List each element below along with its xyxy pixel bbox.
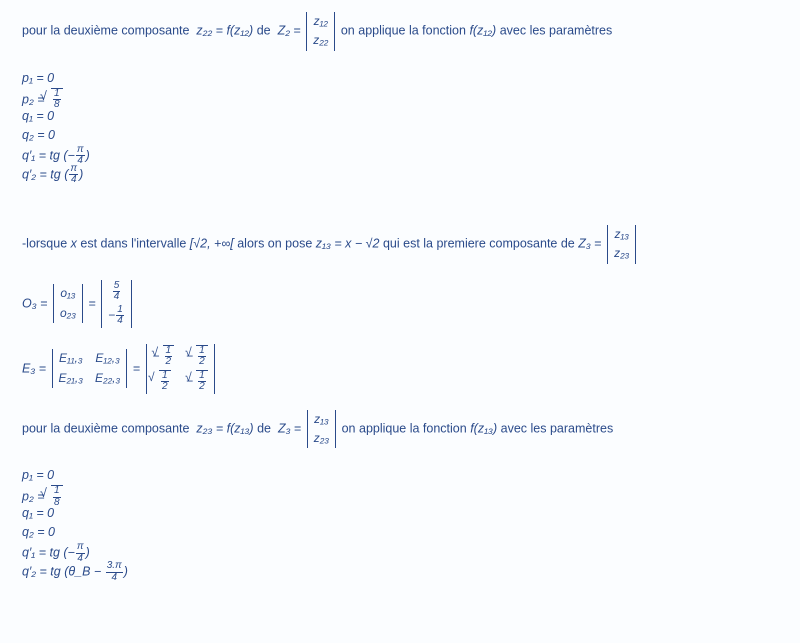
text: on applique la fonction bbox=[341, 24, 466, 38]
block1-line: pour la deuxième composante z₂₂ = f(z₁₂)… bbox=[22, 12, 784, 51]
params1: p₁ = 0 p₂ = 18 q₁ = 0 q₂ = 0 q′₁ = tg (−… bbox=[22, 69, 784, 183]
text: qui est la premiere composante de bbox=[383, 236, 575, 250]
x-var: x bbox=[71, 236, 77, 250]
block3-line: pour la deuxième composante z₂₃ = f(z₁₃)… bbox=[22, 410, 784, 449]
eq-z23: z₂₃ = f(z₁₃) bbox=[196, 421, 253, 435]
text: de bbox=[257, 421, 271, 435]
q1p: q′₁ = tg (−π4) bbox=[22, 145, 784, 164]
p2: p₂ = 18 bbox=[22, 485, 784, 504]
text: avec les paramètres bbox=[501, 421, 614, 435]
q2p: q′₂ = tg (θ_B − 3.π4) bbox=[22, 561, 784, 580]
q1: q₁ = 0 bbox=[22, 504, 784, 523]
p2: p₂ = 18 bbox=[22, 88, 784, 107]
q2: q₂ = 0 bbox=[22, 126, 784, 145]
matrix-Z3: z₁₃ z₂₃ bbox=[607, 225, 636, 264]
Z3-name: Z₃ bbox=[578, 236, 591, 250]
fcall: f(z₁₃) bbox=[470, 421, 497, 435]
E3-eq: E₃ = E₁₁,₃E₁₂,₃ E₂₁,₃E₂₂,₃ = −12 −12 12 … bbox=[22, 344, 784, 394]
p1: p₁ = 0 bbox=[22, 466, 784, 485]
text: on applique la fonction bbox=[342, 421, 467, 435]
text: pour la deuxième composante bbox=[22, 24, 189, 38]
q1: q₁ = 0 bbox=[22, 107, 784, 126]
text: -lorsque bbox=[22, 236, 67, 250]
q1p: q′₁ = tg (−π4) bbox=[22, 542, 784, 561]
q2: q₂ = 0 bbox=[22, 523, 784, 542]
params2: p₁ = 0 p₂ = 18 q₁ = 0 q₂ = 0 q′₁ = tg (−… bbox=[22, 466, 784, 580]
matrix-Z2: z₁₂ z₂₂ bbox=[306, 12, 335, 51]
O3-eq: O₃ = o₁₃ o₂₃ = 54 −14 bbox=[22, 280, 784, 328]
text: avec les paramètres bbox=[500, 24, 613, 38]
text: est dans l'intervalle bbox=[80, 236, 186, 250]
eq-z22: z₂₂ = f(z₁₂) bbox=[196, 24, 253, 38]
p1: p₁ = 0 bbox=[22, 69, 784, 88]
math-document: pour la deuxième composante z₂₂ = f(z₁₂)… bbox=[0, 0, 800, 608]
eq-z13: z₁₃ = x − √2 bbox=[316, 236, 380, 250]
matrix-Z3b: z₁₃ z₂₃ bbox=[307, 410, 336, 449]
text: alors on pose bbox=[237, 236, 312, 250]
block2-line: -lorsque x est dans l'intervalle [√2, +∞… bbox=[22, 225, 784, 264]
text: pour la deuxième composante bbox=[22, 421, 189, 435]
text: de bbox=[257, 24, 271, 38]
Z2-name: Z₂ bbox=[278, 24, 290, 38]
Z3-name: Z₃ bbox=[278, 421, 291, 435]
q2p: q′₂ = tg (π4) bbox=[22, 164, 784, 183]
fcall: f(z₁₂) bbox=[469, 24, 496, 38]
